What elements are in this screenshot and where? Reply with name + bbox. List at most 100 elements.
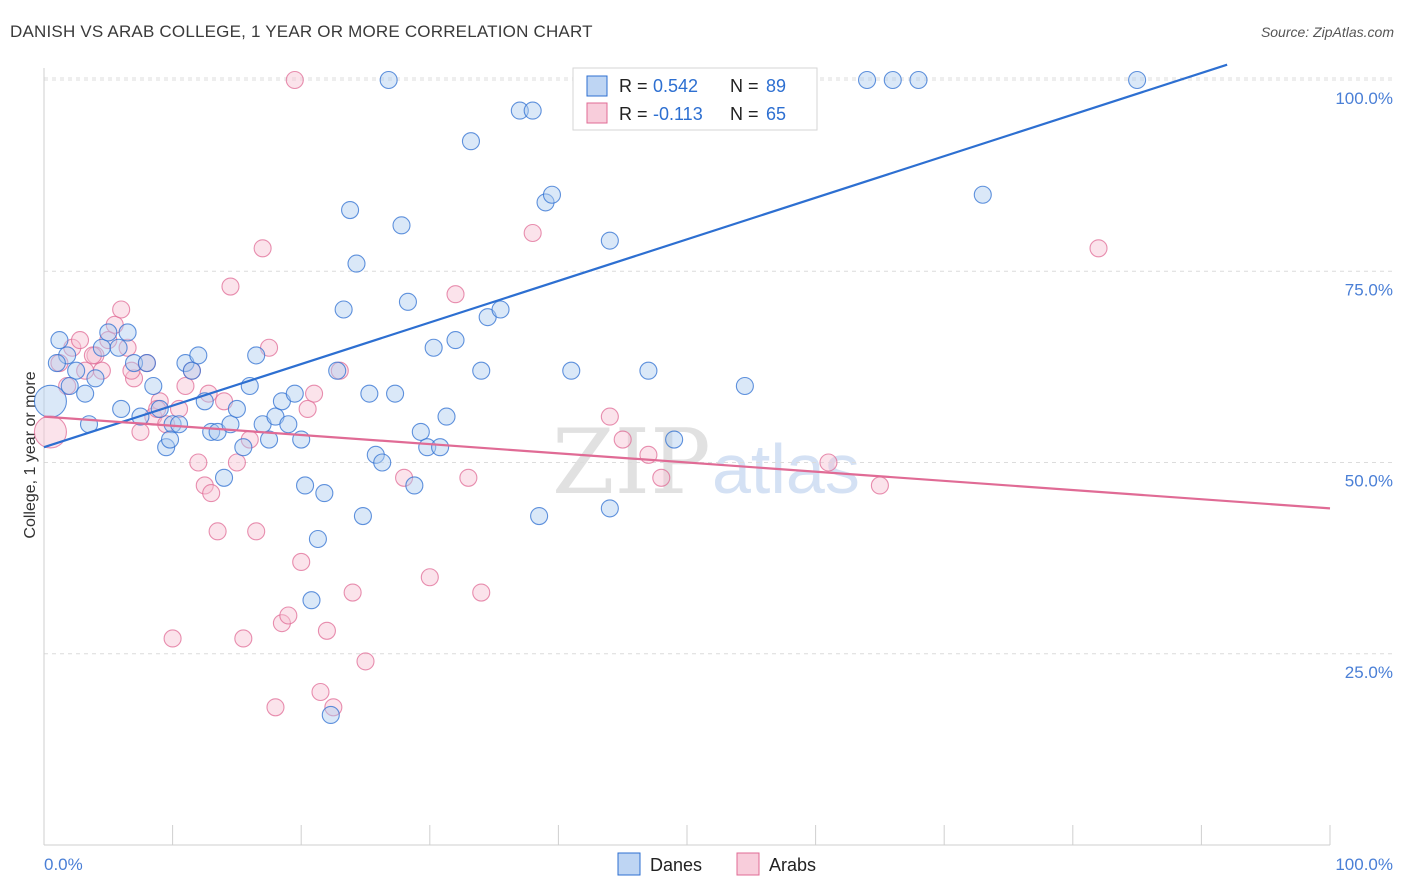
stats-legend: R = 0.542 N = 89 R = -0.113 N = 65 [572, 67, 818, 131]
arabs-point [266, 698, 285, 717]
x-tick-label-max: 100.0% [1335, 855, 1393, 874]
danes-point [234, 438, 253, 457]
arabs-point [356, 652, 375, 671]
danes-point [33, 384, 67, 418]
danes-point [169, 415, 189, 434]
danes-point [315, 484, 334, 503]
arabs-point [92, 361, 111, 380]
arabs-point [819, 453, 838, 472]
danes-point [60, 376, 79, 396]
arabs-point [70, 331, 90, 350]
danes-r-label: R = [619, 76, 648, 96]
arabs-point [420, 568, 439, 587]
danes-point [285, 384, 304, 403]
danes-point [973, 185, 992, 204]
danes-point [411, 422, 430, 441]
arabs-point [472, 583, 491, 602]
arabs-point [279, 606, 298, 625]
arabs-point [227, 453, 246, 472]
danes-point [109, 338, 128, 357]
arabs-point [305, 384, 324, 403]
arabs-point [395, 468, 414, 487]
danes-point [76, 384, 95, 403]
arabs-point [285, 70, 304, 90]
arabs-point [272, 614, 291, 633]
arabs-point [317, 621, 336, 640]
danes-point [259, 430, 279, 449]
danes-point [347, 254, 366, 273]
danes-point [302, 591, 321, 610]
x-tick-label-min: 0.0% [44, 855, 83, 874]
trend-line-arabs [43, 415, 1331, 510]
gridlines [44, 77, 1392, 655]
danes-point [279, 415, 298, 434]
danes-point [67, 361, 86, 380]
y-tick-label: 25.0% [1345, 663, 1393, 682]
danes-point [50, 331, 69, 350]
danes-point [124, 353, 144, 373]
arabs-point [202, 484, 221, 503]
arabs-point [253, 239, 272, 258]
danes-point [144, 376, 163, 396]
danes-point [366, 445, 385, 464]
danes-point [437, 407, 456, 426]
danes-point [247, 346, 266, 365]
arabs-point [99, 331, 118, 350]
arabs-point [343, 583, 362, 602]
danes-point [334, 300, 353, 319]
danes-point [58, 346, 77, 365]
danes-point [536, 193, 555, 212]
arabs-point [112, 300, 131, 319]
danes-point [221, 415, 240, 434]
danes-r-value: 0.542 [653, 76, 698, 96]
arabs-n-value: 65 [766, 104, 786, 124]
arabs-point [1089, 239, 1108, 258]
danes-point [857, 70, 877, 90]
legend-arabs-swatch [736, 852, 760, 876]
arabs-point [311, 682, 330, 702]
arabs-point [208, 522, 227, 541]
danes-point [99, 323, 118, 342]
arabs-point [298, 399, 317, 419]
arabs-point [600, 407, 619, 426]
legend-danes-swatch [617, 852, 641, 876]
danes-point [398, 292, 417, 311]
danes-point [308, 529, 327, 549]
danes-point [392, 216, 411, 235]
y-axis-title: College, 1 year or more [22, 371, 39, 538]
danes-point [296, 476, 315, 495]
danes-point [461, 132, 481, 151]
danes-point [386, 384, 405, 403]
arabs-point [613, 430, 632, 449]
danes-point [160, 430, 180, 449]
danes-point [542, 185, 562, 204]
danes-point [360, 384, 379, 403]
danes-point [472, 361, 491, 380]
danes-point [639, 361, 658, 380]
series-danes [33, 70, 1147, 725]
danes-point [353, 506, 372, 526]
danes-n-label: N = [730, 76, 759, 96]
danes-point [600, 499, 619, 518]
arabs-point [163, 629, 182, 648]
arabs-point [652, 468, 671, 487]
danes-point [491, 300, 510, 319]
danes-point [562, 361, 581, 380]
arabs-point [523, 223, 542, 243]
arabs-point [247, 522, 266, 541]
danes-point [86, 369, 105, 388]
danes-point [530, 506, 549, 526]
chart-title: DANISH VS ARAB COLLEGE, 1 YEAR OR MORE C… [10, 22, 593, 41]
danes-n-value: 89 [766, 76, 786, 96]
danes-point [446, 331, 465, 350]
y-tick-label: 100.0% [1335, 89, 1393, 108]
arabs-point [446, 285, 465, 304]
danes-point [328, 361, 347, 380]
trend-line-danes [43, 63, 1228, 449]
danes-point [92, 338, 111, 357]
danes-point [523, 101, 542, 120]
arabs-point [459, 468, 478, 487]
x-axis-ticks [43, 825, 1331, 845]
arabs-point [33, 415, 67, 449]
